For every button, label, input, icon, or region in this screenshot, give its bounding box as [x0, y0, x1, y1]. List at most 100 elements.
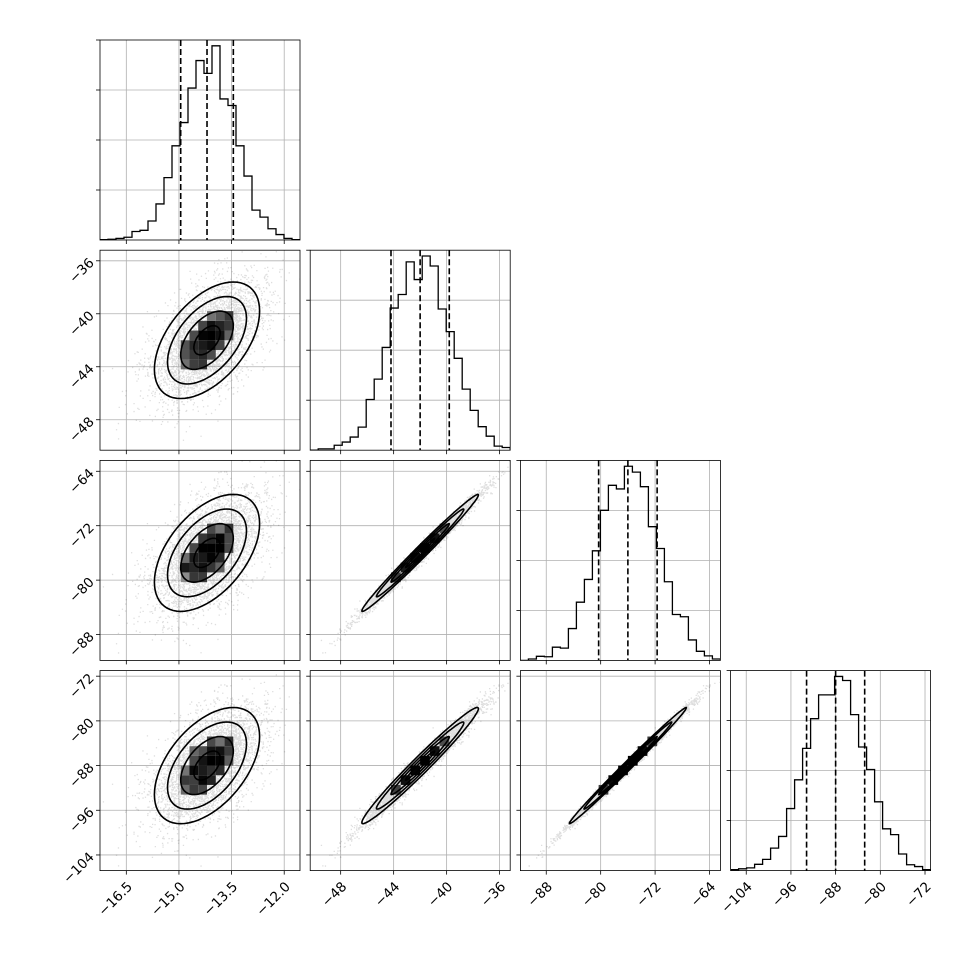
- density-cell: [207, 349, 216, 360]
- density-cell: [618, 765, 628, 776]
- contour-level-2: [179, 735, 235, 796]
- scatter-panel-3-2: −88 −80 −72 −64: [516, 670, 721, 910]
- density-cell: [224, 311, 234, 321]
- y-tick-label: −80: [66, 715, 97, 746]
- density-cell: [198, 359, 208, 370]
- density-cell: [420, 755, 430, 766]
- contour-level-2: [597, 735, 658, 796]
- density-cell: [198, 552, 208, 563]
- density-cell: [410, 765, 421, 776]
- y-tick-label: −80: [66, 574, 97, 605]
- contour-level-4: [153, 706, 261, 825]
- density-cell: [224, 523, 234, 534]
- density-cell: [598, 784, 609, 795]
- density-cell: [207, 736, 216, 747]
- contour-level-4: [568, 706, 688, 825]
- axes-frame: [309, 670, 511, 871]
- contour-level-2: [390, 522, 451, 584]
- density-cell: [439, 523, 450, 534]
- x-tick-label: −12.0: [253, 879, 294, 920]
- contour-level-1: [612, 750, 644, 781]
- contour-level-1: [193, 537, 222, 569]
- panel-grid: [100, 670, 300, 871]
- contour-level-2: [179, 310, 235, 371]
- density-cell: [198, 765, 208, 776]
- density-cell: [215, 523, 225, 534]
- density-cell: [215, 736, 225, 747]
- panel-grid: [310, 460, 511, 661]
- x-tick-label: −13.5: [201, 879, 242, 920]
- density-cell: [410, 552, 421, 563]
- y-tick-label: −44: [66, 361, 97, 392]
- contour-level-3: [583, 721, 673, 810]
- density-cell: [180, 349, 190, 360]
- density-cell: [439, 736, 450, 747]
- density-cell: [224, 746, 234, 756]
- x-tick-label: −96: [769, 879, 800, 910]
- x-tick-label: −40: [425, 879, 456, 910]
- x-tick-label: −72: [633, 879, 664, 910]
- density-cell: [627, 755, 638, 766]
- panel-grid: [100, 40, 300, 240]
- y-tick-label: −64: [66, 466, 97, 497]
- x-tick-label: −104: [718, 879, 756, 917]
- density-cell: [189, 775, 199, 785]
- contour-level-1: [404, 537, 436, 569]
- y-tick-label: −48: [66, 414, 97, 445]
- density-cell: [390, 572, 401, 583]
- density-cell: [198, 533, 208, 544]
- density-cell: [198, 755, 208, 766]
- panel-grid: [730, 670, 931, 871]
- density-cell: [189, 330, 199, 341]
- x-tick-label: −80: [858, 879, 889, 910]
- contour-level-4: [153, 493, 261, 613]
- density-cell: [189, 543, 199, 553]
- histogram-panel-2: [516, 459, 721, 665]
- density-cell: [207, 775, 216, 785]
- density-cell: [224, 320, 234, 331]
- density-cell: [198, 784, 208, 795]
- contour-level-1: [404, 750, 436, 781]
- density-cell: [207, 562, 216, 573]
- scatter-panel-3-1: −48 −44 −40 −36: [306, 670, 511, 910]
- density-cell: [207, 523, 216, 534]
- axes-frame: [730, 670, 931, 871]
- histogram-bars: [310, 255, 511, 451]
- density-cell: [180, 784, 190, 795]
- histogram-panel-3: −104 −96 −88 −80 −72: [718, 670, 935, 917]
- scatter-panel-3-0: −104 −96 −88 −80 −72 −16.5 −15.0 −13.5 −12.0: [60, 670, 301, 920]
- contour-level-2: [390, 735, 451, 796]
- x-tick-label: −88: [524, 879, 555, 910]
- contour-level-3: [166, 508, 248, 598]
- x-tick-label: −64: [688, 879, 719, 910]
- y-tick-label: −88: [66, 760, 97, 791]
- density-cells: [390, 523, 450, 583]
- axes-frame: [520, 670, 721, 871]
- contour-level-1: [193, 750, 222, 781]
- panel-grid: [520, 460, 721, 661]
- density-cell: [215, 552, 225, 563]
- density-cell: [189, 755, 199, 766]
- y-tick-label: −104: [60, 849, 98, 887]
- histogram-panel-1: [306, 249, 511, 455]
- density-cell: [180, 359, 190, 370]
- histogram-bars: [730, 675, 931, 871]
- density-cell: [215, 746, 225, 756]
- density-cell: [215, 320, 225, 331]
- panel-grid: [310, 670, 511, 871]
- density-cell: [215, 765, 225, 776]
- density-cell: [215, 311, 225, 321]
- density-cell: [189, 349, 199, 360]
- density-cell: [180, 572, 190, 583]
- density-cell: [215, 340, 225, 350]
- density-cell: [207, 340, 216, 350]
- y-tick-label: −88: [66, 629, 97, 660]
- density-cell: [390, 784, 401, 795]
- density-cell: [215, 533, 225, 544]
- contour-level-3: [375, 721, 465, 810]
- scatter-panel-2-0: −88 −80 −72 −64: [66, 459, 301, 665]
- density-cell: [207, 765, 216, 776]
- density-cell: [189, 562, 199, 573]
- density-cell: [207, 552, 216, 563]
